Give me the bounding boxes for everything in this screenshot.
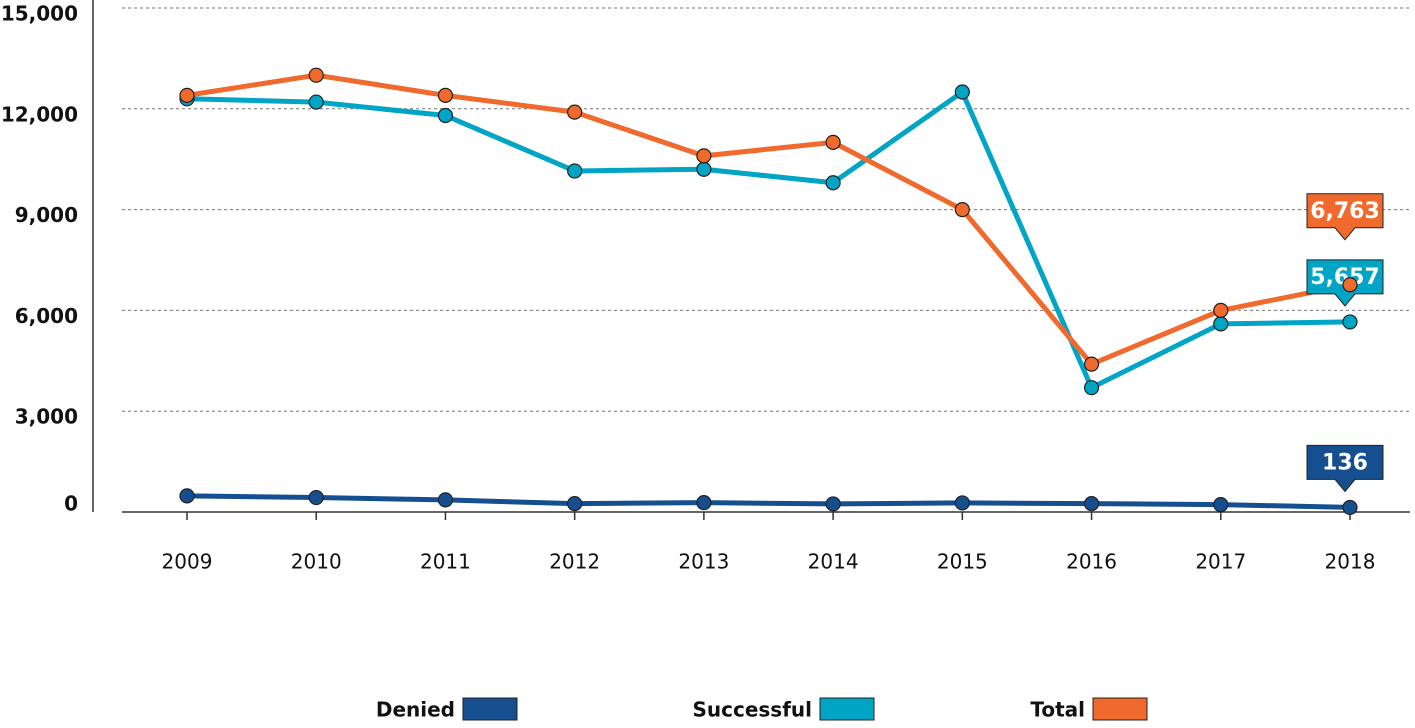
data-point (1342, 499, 1358, 516)
data-point (825, 496, 841, 512)
data-point (308, 67, 324, 83)
legend-swatch (819, 697, 875, 721)
data-point (825, 134, 841, 150)
data-point (567, 496, 583, 512)
data-point (567, 104, 583, 120)
x-tick-label: 2011 (420, 550, 471, 574)
data-point (1083, 380, 1100, 396)
y-tick-label: 6,000 (15, 304, 78, 328)
x-tick-label: 2017 (1195, 550, 1246, 574)
data-point (308, 489, 324, 506)
legend-swatch (462, 697, 518, 721)
x-tick-label: 2018 (1325, 550, 1376, 574)
y-tick-label: 9,000 (15, 203, 78, 227)
y-tick-label: 12,000 (1, 102, 78, 126)
legend-label: Total (1030, 698, 1085, 722)
data-point (1213, 316, 1229, 332)
x-tick-label: 2015 (937, 550, 988, 574)
data-point (954, 495, 970, 511)
data-point (696, 494, 712, 511)
data-point (954, 84, 970, 100)
data-point (1342, 277, 1358, 293)
legend-label: Successful (692, 698, 812, 722)
data-label: 6,763 (1310, 199, 1380, 224)
data-point (1213, 497, 1229, 513)
callout-box (1306, 444, 1384, 493)
callout: 6,763 (1306, 193, 1384, 241)
legend-swatch (1092, 697, 1148, 721)
data-point (825, 175, 841, 191)
y-tick-label: 3,000 (15, 405, 78, 429)
callout-box (1306, 193, 1384, 241)
data-point (308, 94, 324, 110)
data-point (696, 148, 712, 164)
x-tick-label: 2013 (678, 550, 729, 574)
y-tick-label: 0 (64, 492, 78, 516)
data-point (179, 488, 195, 504)
data-point (437, 107, 454, 124)
x-tick-label: 2009 (162, 550, 213, 574)
data-point (954, 202, 970, 218)
series-line (186, 493, 1351, 510)
data-point (1213, 302, 1229, 318)
x-tick-label: 2016 (1066, 550, 1117, 574)
callout: 136 (1306, 444, 1384, 493)
data-point (179, 87, 195, 103)
data-point (1083, 356, 1100, 372)
data-point (437, 87, 454, 103)
legend-label: Denied (376, 698, 455, 722)
data-point (567, 163, 583, 179)
x-tick-label: 2010 (291, 550, 342, 574)
data-point (696, 161, 712, 177)
data-point (1083, 496, 1100, 512)
data-label: 136 (1322, 450, 1368, 475)
series-line (186, 89, 1351, 391)
series-line (186, 72, 1351, 367)
y-tick-label: 15,000 (1, 2, 78, 26)
x-tick-label: 2014 (808, 550, 859, 574)
data-point (437, 492, 454, 508)
data-point (1342, 314, 1358, 330)
x-tick-label: 2012 (549, 550, 600, 574)
